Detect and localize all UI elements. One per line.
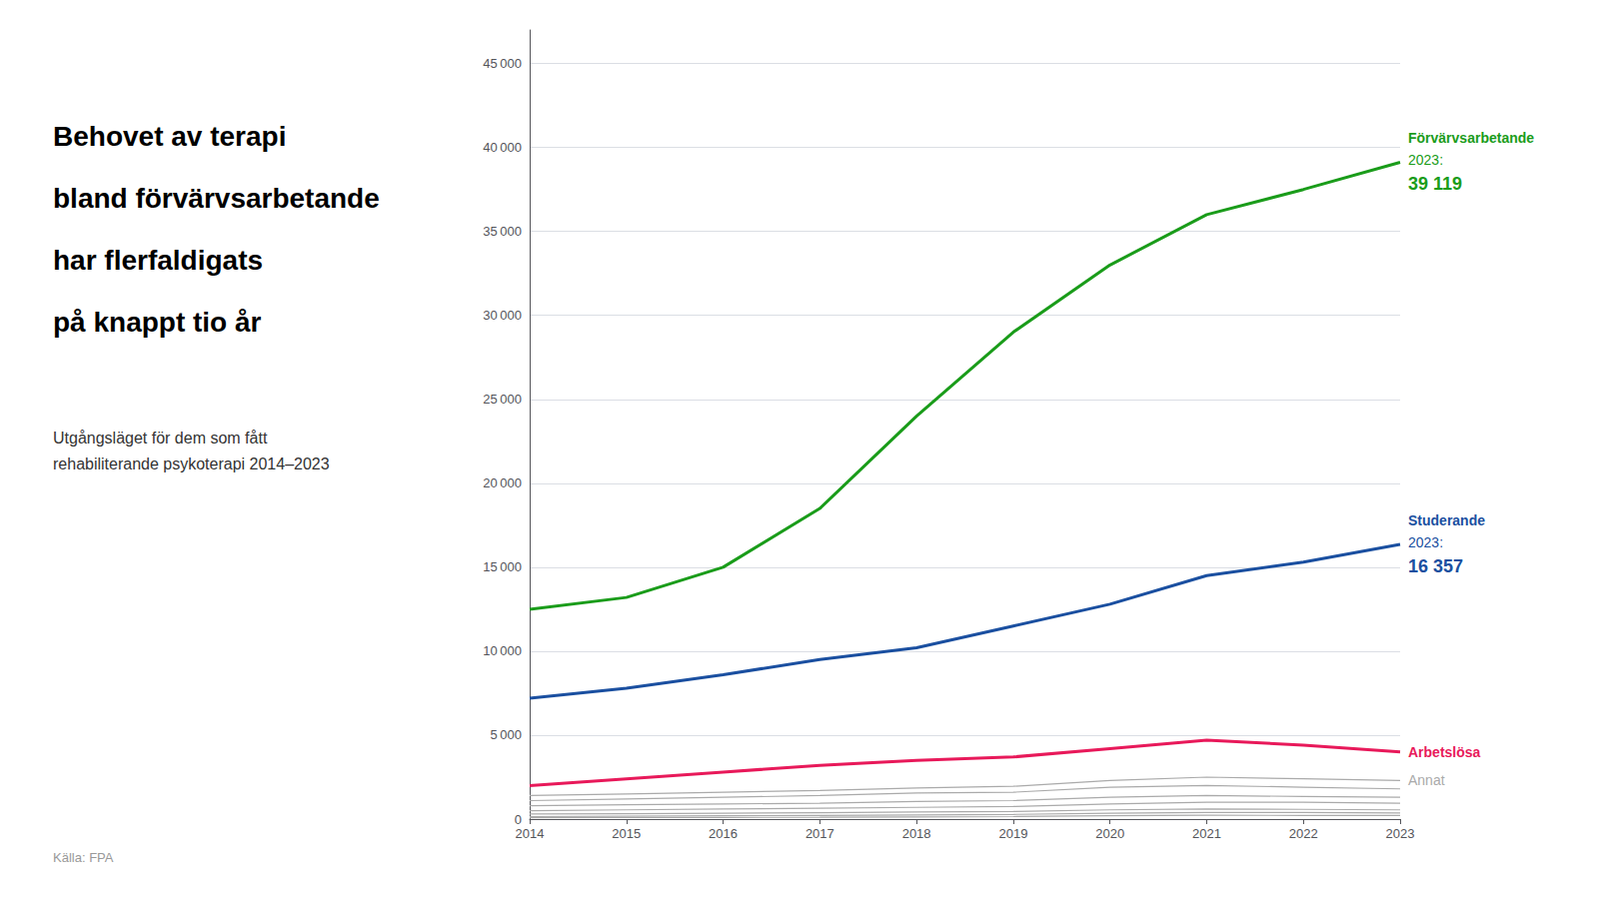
- svg-text:25 000: 25 000: [482, 391, 522, 407]
- svg-text:Förvärvsarbetande: Förvärvsarbetande: [1408, 129, 1535, 146]
- svg-text:16 357: 16 357: [1408, 556, 1464, 577]
- svg-text:2019: 2019: [998, 826, 1028, 842]
- svg-text:Källa: FPA: Källa: FPA: [52, 850, 114, 866]
- svg-text:2014: 2014: [515, 826, 545, 842]
- svg-text:45 000: 45 000: [482, 55, 522, 71]
- svg-text:på knappt tio år: på knappt tio år: [52, 306, 262, 338]
- svg-text:Annat: Annat: [1408, 772, 1446, 789]
- svg-text:2022: 2022: [1289, 826, 1319, 842]
- svg-text:2023: 2023: [1386, 826, 1416, 842]
- svg-text:5 000: 5 000: [489, 727, 522, 743]
- svg-text:15 000: 15 000: [482, 559, 522, 575]
- svg-text:10 000: 10 000: [482, 643, 522, 659]
- svg-text:40 000: 40 000: [482, 139, 522, 155]
- svg-text:2020: 2020: [1095, 826, 1125, 842]
- svg-text:35 000: 35 000: [482, 223, 522, 239]
- svg-text:Arbetslösa: Arbetslösa: [1408, 744, 1482, 761]
- svg-text:Behovet av terapi: Behovet av terapi: [52, 120, 286, 152]
- svg-text:2021: 2021: [1192, 826, 1222, 842]
- svg-text:Studerande: Studerande: [1408, 512, 1486, 529]
- svg-text:2018: 2018: [902, 826, 932, 842]
- svg-text:Utgångsläget för dem som fått: Utgångsläget för dem som fått: [52, 429, 268, 447]
- svg-text:30 000: 30 000: [482, 307, 522, 323]
- svg-text:39 119: 39 119: [1408, 173, 1463, 194]
- svg-text:2016: 2016: [708, 826, 738, 842]
- svg-text:2023:: 2023:: [1408, 151, 1444, 168]
- svg-text:20 000: 20 000: [482, 475, 522, 491]
- svg-text:rehabiliterande psykoterapi 20: rehabiliterande psykoterapi 2014–2023: [52, 455, 330, 473]
- svg-text:0: 0: [514, 812, 522, 828]
- svg-text:har flerfaldigats: har flerfaldigats: [52, 244, 263, 276]
- svg-text:2017: 2017: [805, 826, 835, 842]
- svg-text:2015: 2015: [611, 826, 641, 842]
- svg-text:2023:: 2023:: [1408, 534, 1444, 551]
- svg-text:bland förvärvsarbetande: bland förvärvsarbetande: [52, 182, 380, 214]
